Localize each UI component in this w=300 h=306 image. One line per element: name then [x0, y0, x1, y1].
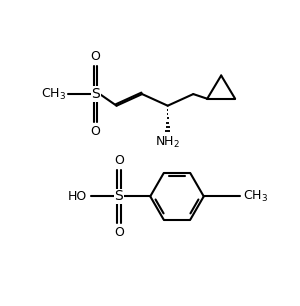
Text: CH$_3$: CH$_3$ [243, 189, 268, 204]
Text: O: O [114, 226, 124, 239]
Text: NH$_2$: NH$_2$ [155, 135, 180, 150]
Text: O: O [114, 154, 124, 167]
Text: HO: HO [68, 190, 88, 203]
Text: S: S [115, 189, 123, 203]
Text: CH$_3$: CH$_3$ [41, 87, 67, 102]
Text: O: O [91, 125, 100, 138]
Text: O: O [91, 50, 100, 63]
Text: S: S [91, 87, 100, 101]
